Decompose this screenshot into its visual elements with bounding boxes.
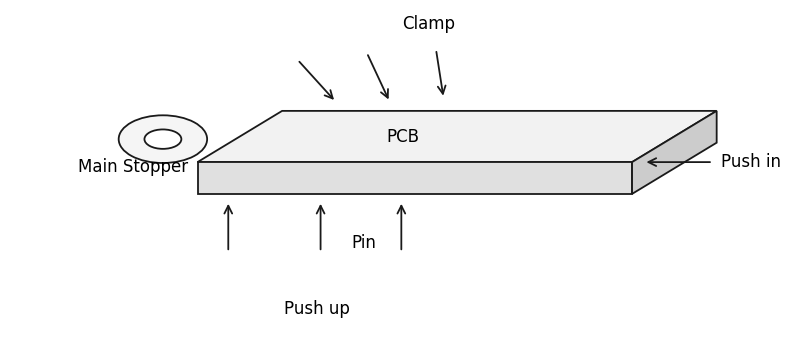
Text: Pin: Pin (352, 234, 376, 252)
Text: Main Stopper: Main Stopper (78, 158, 188, 177)
Ellipse shape (119, 115, 208, 163)
Text: PCB: PCB (386, 129, 419, 146)
Polygon shape (197, 111, 717, 162)
Text: Push up: Push up (284, 300, 349, 318)
Polygon shape (632, 111, 717, 194)
Text: Push in: Push in (721, 153, 780, 171)
Polygon shape (197, 162, 632, 194)
Text: Clamp: Clamp (402, 15, 455, 33)
Ellipse shape (144, 130, 181, 149)
